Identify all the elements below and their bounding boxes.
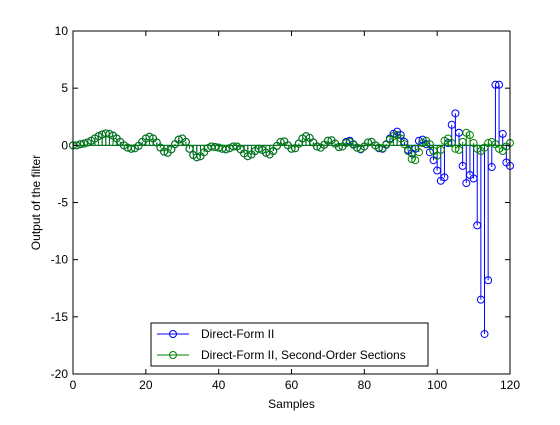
series-1: [69, 128, 514, 165]
legend-box: [150, 322, 429, 367]
y-tick-label: 0: [61, 138, 68, 152]
stem-marker: [127, 144, 136, 153]
stem-marker: [225, 144, 234, 153]
legend-label-direct-form-ii: Direct-Form II: [201, 327, 274, 341]
stem-marker: [462, 179, 471, 188]
stem-marker: [469, 139, 478, 148]
stem-marker: [145, 132, 154, 141]
x-tick-label: 40: [212, 378, 226, 392]
y-tick-label: 10: [55, 24, 69, 38]
x-tick-label: 0: [70, 378, 77, 392]
x-tick-label: 20: [139, 378, 153, 392]
legend-marker-second-order-sections: [169, 351, 177, 359]
stem-marker: [287, 144, 296, 153]
stem-marker: [455, 145, 464, 154]
stem-marker: [447, 139, 456, 148]
x-tick-label: 100: [427, 378, 447, 392]
x-axis-label: Samples: [268, 397, 315, 411]
stem-marker: [487, 163, 496, 172]
stem-marker: [105, 129, 114, 138]
legend-label-second-order-sections: Direct-Form II, Second-Order Sections: [201, 348, 406, 362]
stem-marker: [425, 140, 434, 149]
y-tick-label: 5: [61, 81, 68, 95]
legend: Direct-Form II Direct-Form II, Second-Or…: [150, 322, 429, 367]
x-tick-label: 60: [285, 378, 299, 392]
stem-marker: [433, 151, 442, 160]
stem-marker: [484, 276, 493, 285]
stem-marker: [334, 143, 343, 152]
stem-marker: [451, 109, 460, 118]
x-tick-label: 80: [358, 378, 372, 392]
stem-marker: [101, 129, 110, 138]
y-tick-label: -5: [57, 196, 68, 210]
y-tick-label: -20: [51, 367, 69, 381]
y-tick-label: -10: [51, 253, 69, 267]
stem-marker: [181, 137, 190, 146]
y-axis-label: Output of the filter: [29, 155, 43, 250]
stem-marker: [221, 145, 230, 154]
stem-marker: [498, 129, 507, 138]
stem-marker: [192, 153, 201, 162]
stem-marker: [440, 173, 449, 182]
y-tick-label: -15: [51, 310, 69, 324]
ticks-layer: 0 20 40 60 80 100 120 10 5 0 -5 -10 -15 -20: [51, 24, 521, 392]
stem-marker: [414, 148, 423, 157]
stem-marker: [243, 152, 252, 161]
stem-marker: [411, 156, 420, 165]
stem-marker: [302, 132, 311, 141]
plot-area: [73, 31, 510, 374]
stem-marker: [400, 140, 409, 149]
stem-marker: [465, 131, 474, 140]
stem-marker: [495, 80, 504, 89]
stem-marker: [480, 329, 489, 338]
stem-marker: [436, 145, 445, 154]
legend-marker-direct-form-ii: [169, 330, 177, 338]
x-tick-label: 120: [500, 378, 520, 392]
stem-marker: [396, 134, 405, 143]
